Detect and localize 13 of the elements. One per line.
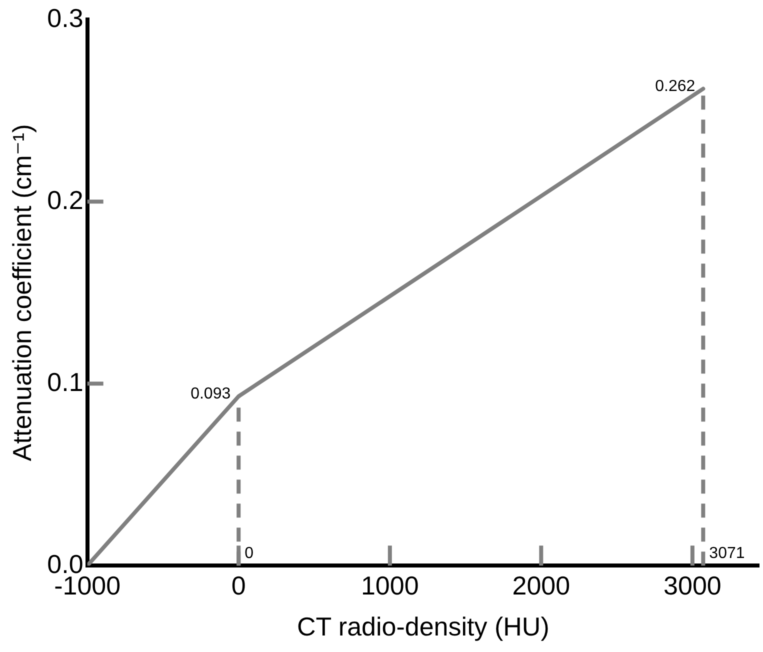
x-tick-label: 3000 [664, 570, 722, 600]
annotation: 0.093 [190, 386, 231, 403]
x-tick-label: 1000 [360, 570, 419, 600]
y-axis-title: Attenuation coefficient (cm⁻¹) [6, 124, 37, 462]
y-tick-label: 0.1 [47, 366, 84, 397]
ref-line-label: 3071 [709, 545, 745, 562]
x-axis-title: CT radio-density (HU) [296, 612, 550, 642]
annotation: 0.262 [655, 78, 696, 96]
y-tick-label: 0.3 [47, 2, 84, 33]
x-tick-label: 2000 [512, 570, 570, 600]
y-tick-label: 0.2 [47, 184, 84, 215]
x-tick-label: 0 [231, 570, 246, 600]
ref-line-label: 0 [244, 545, 254, 562]
